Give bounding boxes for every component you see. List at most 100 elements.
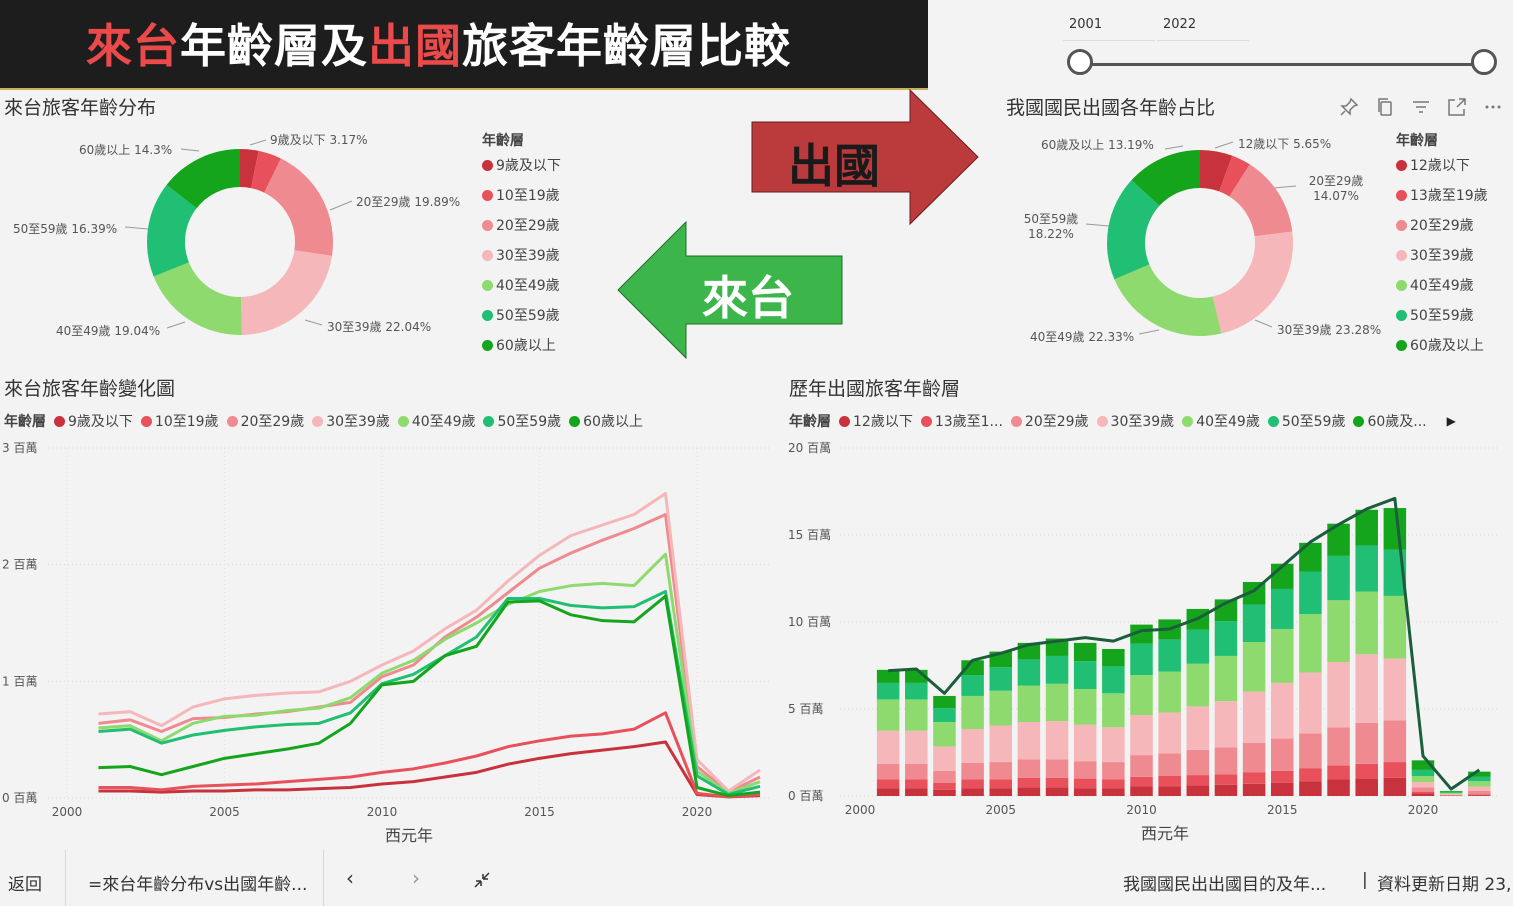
bar-segment[interactable] xyxy=(1102,666,1125,694)
bar-segment[interactable] xyxy=(989,725,1013,763)
bar-segment[interactable] xyxy=(961,729,984,763)
filter-icon[interactable] xyxy=(1410,96,1432,118)
line-legend-item[interactable]: 20至29歲 xyxy=(226,411,304,431)
bar-segment[interactable] xyxy=(1270,628,1294,683)
line-legend-item[interactable]: 10至19歲 xyxy=(140,411,219,431)
bar-segment[interactable] xyxy=(933,722,956,747)
bar-segment[interactable] xyxy=(1355,778,1378,796)
slider-end-year[interactable]: 2022 xyxy=(1157,10,1249,41)
expand-icon[interactable] xyxy=(1446,96,1468,118)
bar-segment[interactable] xyxy=(1045,759,1069,778)
bar-segment[interactable] xyxy=(1439,793,1463,795)
bar-segment[interactable] xyxy=(1073,642,1097,662)
bar-segment[interactable] xyxy=(876,779,900,789)
bar-segment[interactable] xyxy=(1439,794,1463,796)
page-tab-current[interactable]: =來台年齡分布vs出國年齡... xyxy=(88,875,308,895)
bar-segment[interactable] xyxy=(1017,685,1041,723)
bar-segment[interactable] xyxy=(1214,701,1238,748)
bar-segment[interactable] xyxy=(989,788,1013,796)
bar-segment[interactable] xyxy=(1186,663,1210,707)
bar-segment[interactable] xyxy=(1327,779,1350,796)
bar-segment[interactable] xyxy=(1158,639,1181,672)
bar-segment[interactable] xyxy=(1327,555,1350,601)
line-series-2[interactable] xyxy=(98,513,761,794)
bar-segment[interactable] xyxy=(1242,604,1266,643)
donut2-slice-4[interactable] xyxy=(1114,264,1222,336)
bar-segment[interactable] xyxy=(1242,772,1266,784)
bar-segment[interactable] xyxy=(1299,571,1322,615)
bar-segment[interactable] xyxy=(1468,786,1491,791)
bar-segment[interactable] xyxy=(989,762,1013,780)
bar-segment[interactable] xyxy=(1102,727,1125,763)
bar-segment[interactable] xyxy=(1186,629,1210,664)
bar-segment[interactable] xyxy=(1270,770,1294,783)
donut2-legend-item[interactable]: 13歲至19歲 xyxy=(1396,180,1488,210)
more-icon[interactable] xyxy=(1482,96,1504,118)
slider-start-year[interactable]: 2001 xyxy=(1063,10,1155,41)
bar-segment[interactable] xyxy=(933,789,956,796)
bar-segment[interactable] xyxy=(1130,675,1153,716)
bar-segment[interactable] xyxy=(1383,777,1407,796)
year-slider-start-handle[interactable] xyxy=(1067,49,1093,75)
bar-segment[interactable] xyxy=(933,770,956,783)
bar-segment[interactable] xyxy=(1355,763,1378,779)
line-legend-item[interactable]: 50至59歲 xyxy=(483,411,561,431)
bar-segment[interactable] xyxy=(876,682,900,700)
donut2-slice-1[interactable] xyxy=(1219,155,1250,197)
donut1-slice-0[interactable] xyxy=(240,149,259,189)
bar-segment[interactable] xyxy=(1327,727,1350,766)
donut2-slice-5[interactable] xyxy=(1107,180,1160,280)
bar-segment[interactable] xyxy=(1045,787,1069,796)
bar-segment[interactable] xyxy=(1383,720,1407,763)
bar-segment[interactable] xyxy=(1411,787,1435,792)
bar-segment[interactable] xyxy=(1017,759,1041,778)
bar-segment[interactable] xyxy=(876,730,900,764)
bar-segment[interactable] xyxy=(1073,788,1097,796)
bar-segment[interactable] xyxy=(1355,591,1378,655)
line-legend-item[interactable]: 60歲以上 xyxy=(569,411,643,431)
bar-segment[interactable] xyxy=(1017,659,1041,686)
bar-segment[interactable] xyxy=(1242,642,1266,692)
line-series-5[interactable] xyxy=(98,590,761,796)
bar-segment[interactable] xyxy=(905,699,928,731)
bar-segment[interactable] xyxy=(1158,786,1181,796)
bar-segment[interactable] xyxy=(876,788,900,796)
bar-segment[interactable] xyxy=(961,762,984,780)
bar-segment[interactable] xyxy=(1158,712,1181,754)
bar-segment[interactable] xyxy=(1214,747,1238,775)
bar-segment[interactable] xyxy=(1383,595,1407,659)
donut1-slice-5[interactable] xyxy=(146,184,197,277)
bar-segment[interactable] xyxy=(1045,683,1069,722)
bar-segment[interactable] xyxy=(1270,738,1294,771)
line-legend-item[interactable]: 40至49歲 xyxy=(397,411,475,431)
bar-segment[interactable] xyxy=(1158,753,1181,776)
bar-segment[interactable] xyxy=(1327,523,1350,556)
line-series-0[interactable] xyxy=(98,740,761,799)
bar-segment[interactable] xyxy=(1130,643,1153,676)
page-tab-next[interactable]: 我國國民出出國目的及年... xyxy=(1123,875,1327,895)
bar-segment[interactable] xyxy=(961,675,984,696)
donut1-legend-item[interactable]: 9歲及以下 xyxy=(482,150,561,180)
donut1-slice-6[interactable] xyxy=(166,149,240,209)
collapse-icon[interactable] xyxy=(472,870,492,890)
donut1-legend-item[interactable]: 40至49歲 xyxy=(482,270,561,300)
bar-segment[interactable] xyxy=(1411,782,1435,788)
bar-segment[interactable] xyxy=(876,699,900,731)
year-slider-track[interactable] xyxy=(1080,63,1484,66)
back-button[interactable]: 返回 xyxy=(8,875,42,895)
bar-segment[interactable] xyxy=(1383,762,1407,778)
bar-legend-item[interactable]: 40至49歲 xyxy=(1182,411,1260,431)
bar-segment[interactable] xyxy=(1073,778,1097,789)
bar-segment[interactable] xyxy=(1102,762,1125,780)
bar-segment[interactable] xyxy=(1186,706,1210,750)
bar-legend-item[interactable]: 50至59歲 xyxy=(1267,411,1345,431)
bar-segment[interactable] xyxy=(1411,791,1435,794)
donut2-legend-item[interactable]: 12歲以下 xyxy=(1396,150,1488,180)
bar-segment[interactable] xyxy=(905,682,928,700)
bar-segment[interactable] xyxy=(1411,769,1435,776)
donut2-legend-item[interactable]: 20至29歲 xyxy=(1396,210,1488,240)
bar-legend-item[interactable]: 30至39歲 xyxy=(1096,411,1174,431)
bar-segment[interactable] xyxy=(1073,761,1097,779)
next-page-icon[interactable]: › xyxy=(412,866,420,890)
bar-segment[interactable] xyxy=(905,779,928,789)
